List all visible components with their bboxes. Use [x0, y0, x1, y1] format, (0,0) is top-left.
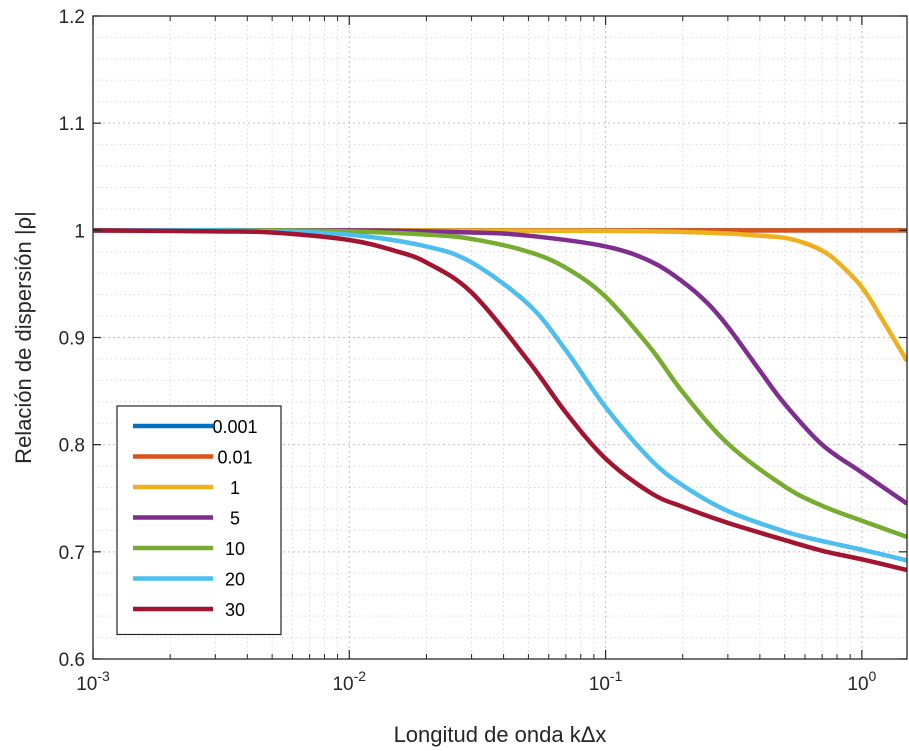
legend-label: 1 — [230, 478, 240, 498]
y-tick-label: 0.9 — [59, 329, 85, 350]
y-tick-label: 0.8 — [59, 436, 85, 457]
x-tick-label: 10-2 — [332, 668, 366, 695]
x-tick-label: 100 — [847, 668, 876, 695]
axis-ticks — [92, 15, 907, 660]
x-axis-label: Longitud de onda kΔx — [394, 722, 607, 747]
legend-label: 20 — [225, 570, 245, 590]
y-tick-label: 0.7 — [59, 543, 85, 564]
legend-label: 10 — [225, 539, 245, 559]
x-tick-labels: 10-3 10-2 10-1 100 — [76, 668, 876, 695]
series-line-5 — [93, 227, 907, 506]
series-line-10 — [93, 228, 907, 539]
y-tick-label: 0.6 — [59, 650, 85, 671]
x-tick-label: 10-1 — [589, 668, 623, 695]
y-tick-label: 1.2 — [59, 7, 85, 28]
y-tick-label: 1 — [74, 221, 85, 242]
legend-label: 0.001 — [212, 417, 257, 437]
y-tick-label: 1.1 — [59, 114, 85, 135]
legend-label: 30 — [225, 600, 245, 620]
series-lines — [93, 227, 907, 573]
y-axis-label: Relación de dispersión |ρ| — [11, 211, 36, 464]
legend-label: 0.01 — [217, 448, 252, 468]
legend-label: 5 — [230, 509, 240, 529]
series-line-30 — [93, 228, 907, 573]
legend-box — [116, 405, 282, 636]
legend: 0.001 0.01 1 5 10 20 30 — [116, 405, 282, 636]
y-tick-labels: 0.6 0.7 0.8 0.9 1 1.1 1.2 — [59, 7, 85, 671]
x-tick-label: 10-3 — [76, 668, 110, 695]
